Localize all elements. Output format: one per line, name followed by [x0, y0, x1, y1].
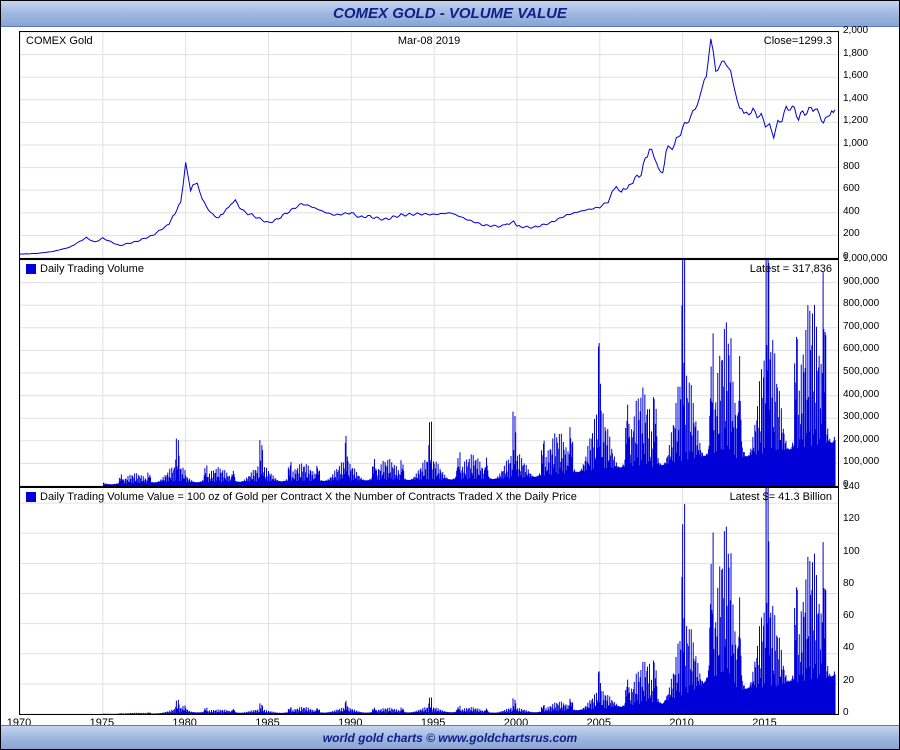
- y-tick-label: 1,200: [843, 115, 895, 126]
- panel1-yaxis: 02004006008001,0001,2001,4001,6001,8002,…: [843, 31, 895, 257]
- panel1-label-left: COMEX Gold: [26, 35, 93, 47]
- y-tick-label: 700,000: [843, 321, 895, 332]
- y-tick-label: 20: [843, 675, 895, 686]
- panel2-label-right: Latest = 317,836: [750, 263, 832, 275]
- y-tick-label: 300,000: [843, 411, 895, 422]
- y-tick-label: 400: [843, 206, 895, 217]
- y-tick-label: 1,000,000: [843, 253, 895, 264]
- y-tick-label: 800: [843, 161, 895, 172]
- chart-footer: world gold charts © www.goldchartsrus.co…: [1, 725, 899, 749]
- y-tick-label: 140: [843, 481, 895, 492]
- y-tick-label: 1,000: [843, 138, 895, 149]
- price-panel: COMEX Gold Mar-08 2019 Close=1299.3: [19, 31, 839, 259]
- y-tick-label: 200,000: [843, 434, 895, 445]
- y-tick-label: 800,000: [843, 298, 895, 309]
- volume-value-chart-svg: [20, 488, 838, 714]
- y-tick-label: 1,800: [843, 48, 895, 59]
- y-tick-label: 60: [843, 610, 895, 621]
- panel3-label-left: Daily Trading Volume Value = 100 oz of G…: [26, 491, 577, 503]
- y-tick-label: 80: [843, 578, 895, 589]
- panel2-label-left: Daily Trading Volume: [26, 263, 144, 275]
- chart-title: COMEX GOLD - VOLUME VALUE: [1, 1, 899, 27]
- y-tick-label: 200: [843, 228, 895, 239]
- y-tick-label: 120: [843, 513, 895, 524]
- legend-square-icon: [26, 264, 36, 274]
- legend-square-icon: [26, 492, 36, 502]
- y-tick-label: 600: [843, 183, 895, 194]
- panel2-label-text: Daily Trading Volume: [40, 263, 144, 275]
- y-tick-label: 40: [843, 642, 895, 653]
- volume-panel: Daily Trading Volume Latest = 317,836: [19, 259, 839, 487]
- y-tick-label: 1,600: [843, 70, 895, 81]
- panel3-yaxis: 020406080100120140: [843, 487, 895, 713]
- panel3-label-text: Daily Trading Volume Value = 100 oz of G…: [40, 491, 577, 503]
- chart-area: COMEX Gold Mar-08 2019 Close=1299.3 0 200…: [1, 27, 899, 725]
- y-tick-label: 600,000: [843, 343, 895, 354]
- y-tick-label: 900,000: [843, 276, 895, 287]
- y-tick-label: 500,000: [843, 366, 895, 377]
- chart-container: COMEX GOLD - VOLUME VALUE COMEX Gold Mar…: [0, 0, 900, 750]
- y-tick-label: 1,400: [843, 93, 895, 104]
- volume-chart-svg: [20, 260, 838, 486]
- y-tick-label: 2,000: [843, 25, 895, 36]
- volume-value-panel: Daily Trading Volume Value = 100 oz of G…: [19, 487, 839, 715]
- panel1-label-center: Mar-08 2019: [398, 35, 460, 47]
- price-chart-svg: [20, 32, 838, 258]
- panel1-label-right: Close=1299.3: [764, 35, 832, 47]
- y-tick-label: 100,000: [843, 456, 895, 467]
- y-tick-label: 100: [843, 546, 895, 557]
- panel2-yaxis: 0100,000200,000300,000400,000500,000600,…: [843, 259, 895, 485]
- panel3-label-right: Latest $= 41.3 Billion: [730, 491, 832, 503]
- y-tick-label: 0: [843, 707, 895, 718]
- y-tick-label: 400,000: [843, 389, 895, 400]
